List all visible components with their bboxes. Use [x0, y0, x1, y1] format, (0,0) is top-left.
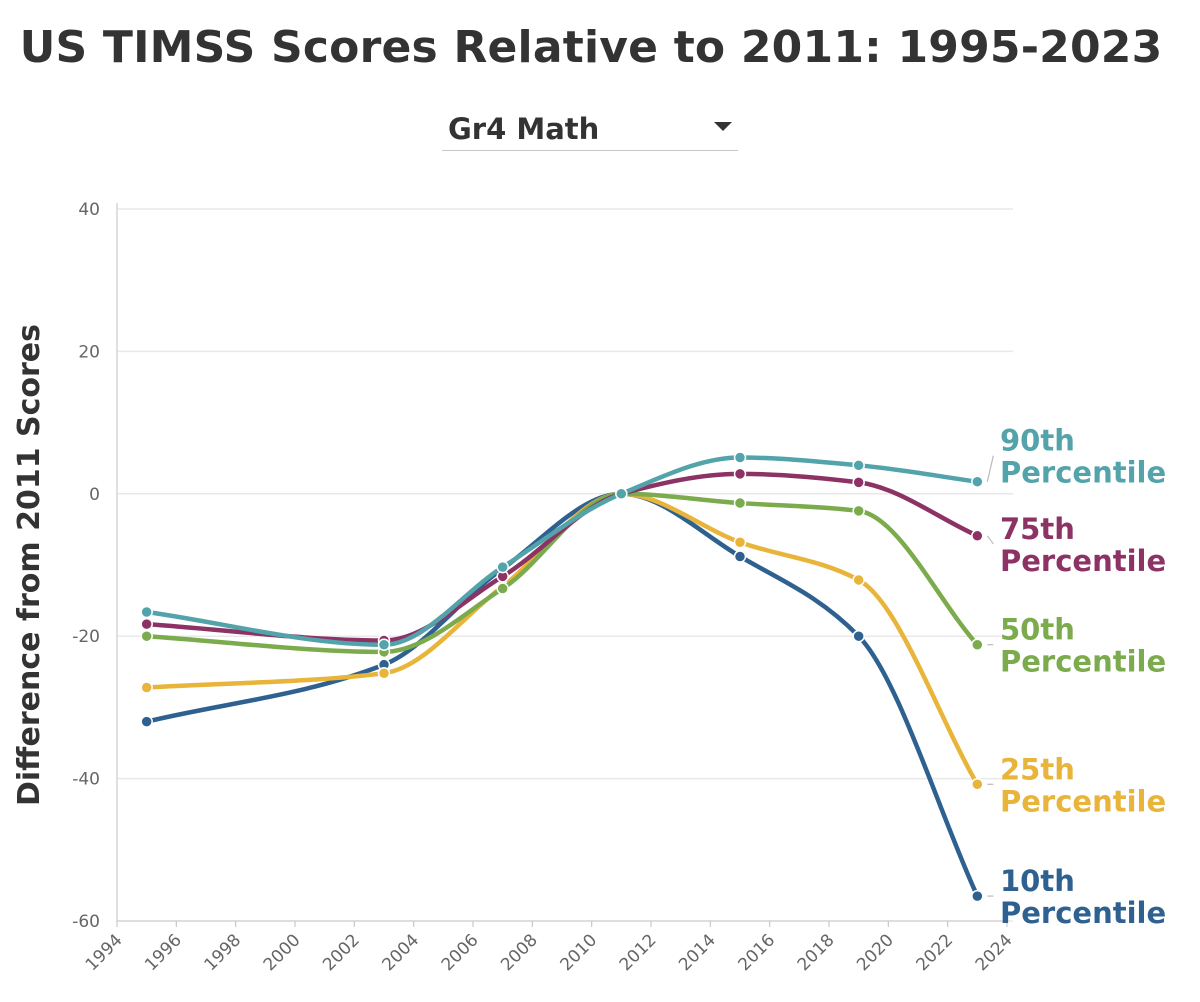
y-tick-label: 20 — [78, 342, 100, 362]
series-line-10th — [144, 491, 980, 899]
y-tick-label: -40 — [72, 770, 100, 790]
x-tick-label: 2008 — [497, 930, 542, 975]
x-tick-label: 2018 — [794, 930, 839, 975]
x-tick-label: 2006 — [438, 930, 483, 975]
series-label-25th-line1: 25th — [1000, 752, 1075, 786]
subject-dropdown[interactable]: Gr4 Math — [442, 104, 738, 151]
series-label-50th-line2: Percentile — [1000, 645, 1166, 679]
series-line-90th — [144, 455, 980, 647]
x-tick-label: 2012 — [616, 930, 661, 975]
data-point-90th[interactable] — [377, 638, 391, 651]
x-tick-label: 2000 — [260, 930, 305, 975]
label-connector — [986, 535, 994, 545]
y-tick-label: -60 — [72, 912, 100, 932]
dropdown-selected-value: Gr4 Math — [448, 112, 600, 146]
data-point-90th[interactable] — [615, 487, 628, 501]
data-point-25th[interactable] — [733, 535, 747, 549]
x-tick-label: 2022 — [912, 930, 957, 975]
y-axis-title: Difference from 2011 Scores — [12, 324, 47, 806]
y-tick-label: 40 — [78, 200, 100, 220]
data-point-90th[interactable] — [140, 605, 153, 619]
data-point-90th[interactable] — [496, 560, 509, 574]
x-tick-label: 2024 — [972, 930, 1017, 975]
series-label-25th-line2: Percentile — [1000, 784, 1166, 818]
data-point-90th[interactable] — [852, 459, 865, 472]
series-label-75th-line1: 75th — [1000, 512, 1075, 546]
data-point-10th[interactable] — [971, 889, 984, 903]
caret-down-icon[interactable] — [714, 122, 732, 131]
data-point-25th[interactable] — [140, 681, 153, 694]
data-point-10th[interactable] — [852, 629, 865, 643]
data-point-50th[interactable] — [140, 629, 153, 643]
data-point-75th[interactable] — [733, 467, 747, 481]
y-tick-label: 0 — [89, 485, 100, 505]
data-point-90th[interactable] — [733, 451, 747, 464]
data-point-75th[interactable] — [140, 617, 153, 631]
data-point-10th[interactable] — [733, 550, 747, 563]
x-tick-label: 2016 — [734, 930, 779, 975]
grid-lines — [117, 208, 1013, 922]
data-point-50th[interactable] — [852, 504, 865, 518]
x-tick-label: 2002 — [319, 930, 364, 975]
data-point-90th[interactable] — [971, 475, 984, 488]
series-lines — [140, 451, 984, 903]
series-10th-percentile — [140, 487, 984, 903]
data-point-75th[interactable] — [971, 529, 984, 543]
data-point-50th[interactable] — [733, 496, 747, 510]
data-point-25th[interactable] — [971, 778, 984, 791]
data-point-50th[interactable] — [496, 582, 509, 595]
series-label-10th-line2: Percentile — [1000, 896, 1166, 930]
series-labels: 10thPercentile25thPercentile50thPercenti… — [986, 424, 1166, 930]
x-tick-label: 2014 — [675, 930, 720, 975]
x-tick-label: 2020 — [853, 930, 898, 975]
series-line-25th — [144, 491, 980, 787]
x-tick-label: 2004 — [378, 930, 423, 975]
series-label-90th-line1: 90th — [1000, 424, 1075, 458]
data-point-25th[interactable] — [377, 666, 391, 680]
x-tick-label: 1998 — [200, 930, 245, 975]
series-line-75th — [144, 471, 980, 643]
x-tick-label: 2010 — [556, 930, 601, 975]
x-tick-label: 1994 — [82, 930, 127, 975]
chart-title: US TIMSS Scores Relative to 2011: 1995-2… — [19, 22, 1163, 73]
series-75th-percentile — [140, 467, 984, 647]
series-label-50th-line1: 50th — [1000, 613, 1075, 647]
series-label-90th-line2: Percentile — [1000, 456, 1166, 490]
x-tick-label: 1996 — [141, 930, 186, 975]
series-label-75th-line2: Percentile — [1000, 544, 1166, 578]
y-tick-label: -20 — [72, 627, 100, 647]
series-label-10th-line1: 10th — [1000, 864, 1075, 898]
data-point-10th[interactable] — [140, 715, 153, 728]
series-90th-percentile — [140, 451, 984, 651]
label-connector — [986, 455, 994, 482]
data-point-50th[interactable] — [971, 638, 984, 651]
data-point-25th[interactable] — [852, 573, 865, 587]
data-point-75th[interactable] — [852, 476, 865, 489]
